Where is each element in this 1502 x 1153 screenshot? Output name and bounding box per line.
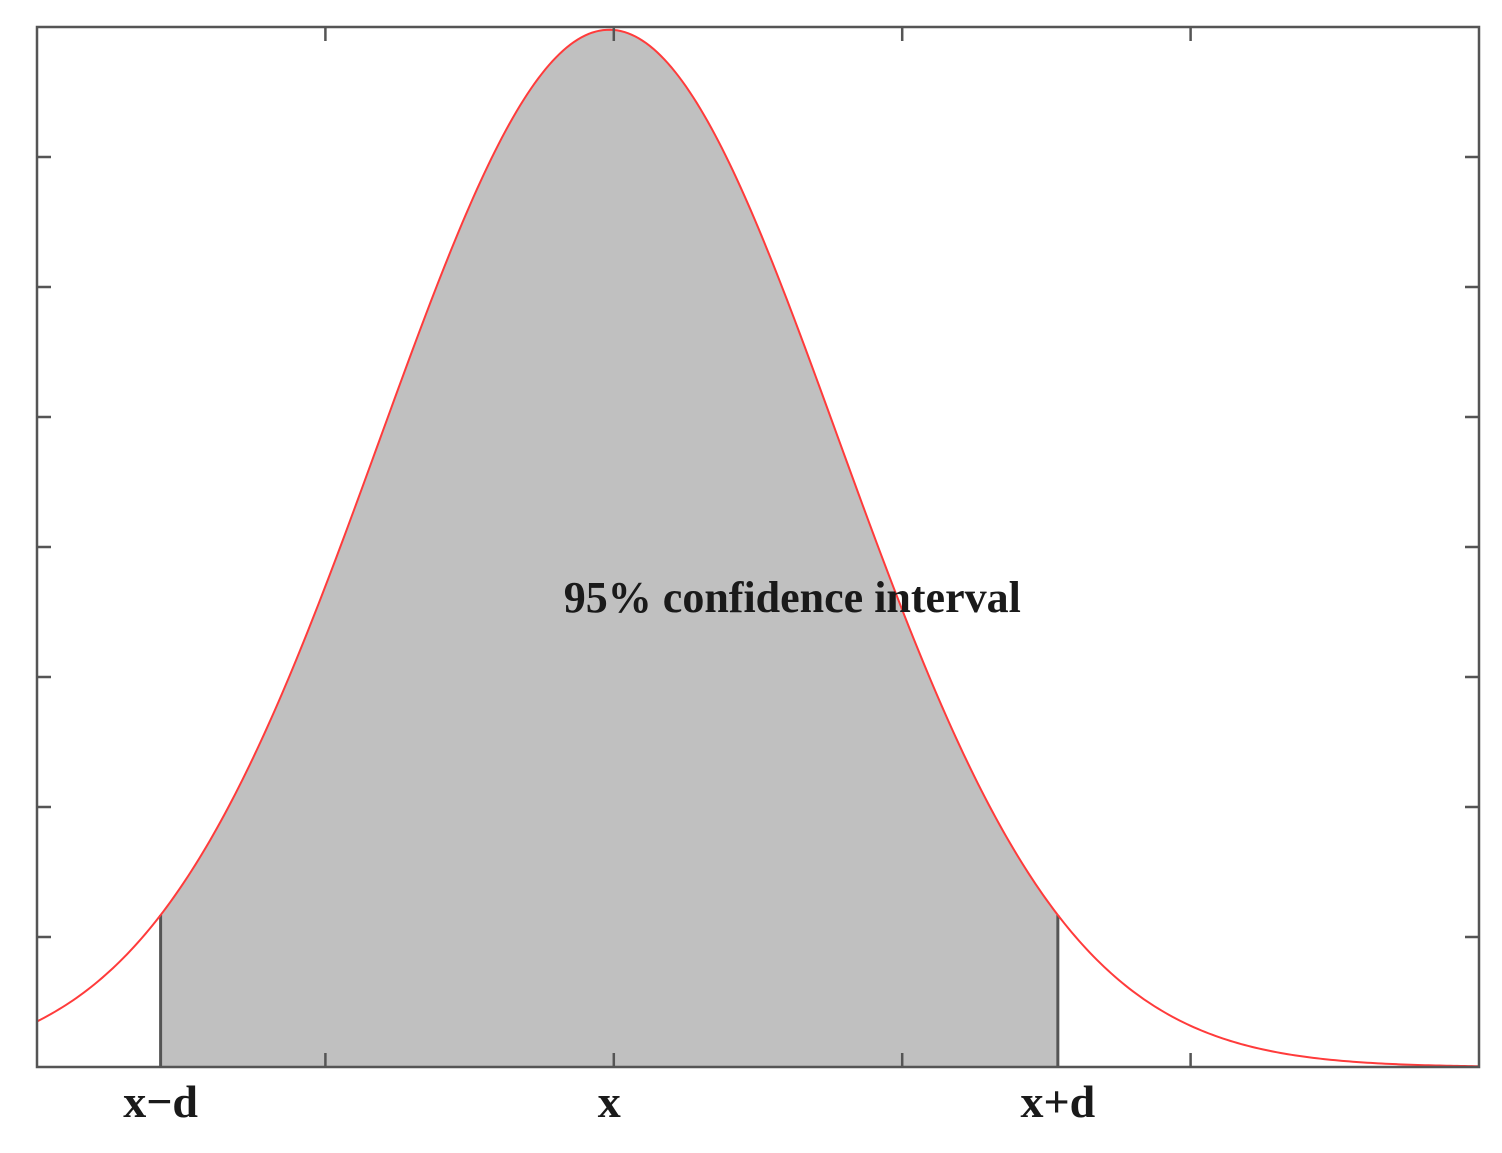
- x-tick-labels: x−d x x+d: [123, 1076, 1095, 1127]
- axis-ticks: [37, 27, 1479, 1067]
- density-curve: [36, 28, 1480, 1068]
- x-tick-label: x+d: [1020, 1076, 1095, 1127]
- x-tick-label: x: [598, 1076, 621, 1127]
- confidence-interval-area: [160, 29, 1058, 1067]
- x-tick-label: x−d: [123, 1076, 198, 1127]
- annotation-label: 95% confidence interval: [564, 573, 1021, 622]
